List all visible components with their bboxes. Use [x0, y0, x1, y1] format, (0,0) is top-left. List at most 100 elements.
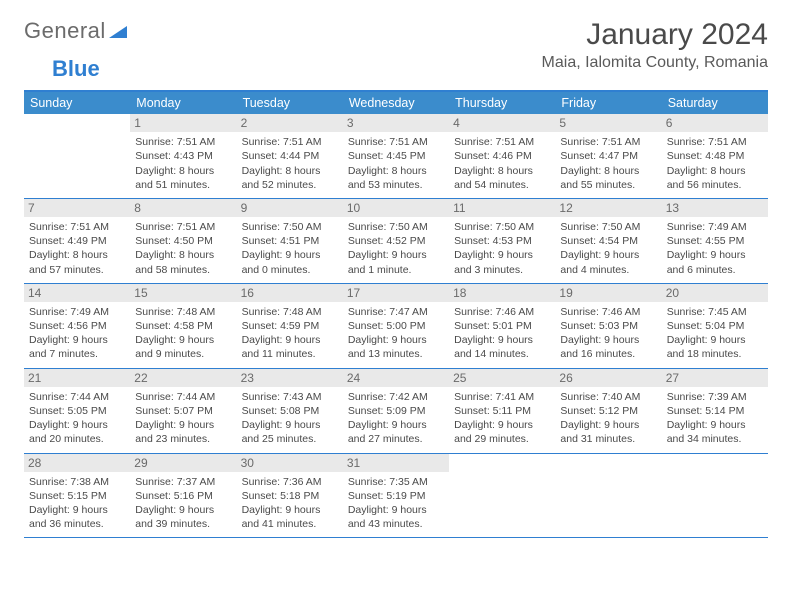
- day-sunrise: Sunrise: 7:40 AM: [560, 390, 656, 404]
- day-number: 2: [237, 114, 343, 132]
- day-sunrise: Sunrise: 7:51 AM: [242, 135, 338, 149]
- day-cell: 25Sunrise: 7:41 AMSunset: 5:11 PMDayligh…: [449, 369, 555, 453]
- day-dl2: and 9 minutes.: [135, 347, 231, 361]
- day-dl2: and 31 minutes.: [560, 432, 656, 446]
- week-row: 1Sunrise: 7:51 AMSunset: 4:43 PMDaylight…: [24, 114, 768, 199]
- day-cell: 28Sunrise: 7:38 AMSunset: 5:15 PMDayligh…: [24, 454, 130, 538]
- day-dl1: Daylight: 9 hours: [242, 418, 338, 432]
- day-sunrise: Sunrise: 7:50 AM: [560, 220, 656, 234]
- day-cell: [449, 454, 555, 538]
- day-number: 27: [662, 369, 768, 387]
- day-sunset: Sunset: 4:44 PM: [242, 149, 338, 163]
- day-sunrise: Sunrise: 7:36 AM: [242, 475, 338, 489]
- weeks-container: 1Sunrise: 7:51 AMSunset: 4:43 PMDaylight…: [24, 114, 768, 538]
- day-number: 30: [237, 454, 343, 472]
- weekday-row: Sunday Monday Tuesday Wednesday Thursday…: [24, 92, 768, 114]
- day-sunrise: Sunrise: 7:38 AM: [29, 475, 125, 489]
- day-sunset: Sunset: 5:12 PM: [560, 404, 656, 418]
- location-text: Maia, Ialomita County, Romania: [542, 54, 768, 72]
- day-sunset: Sunset: 5:00 PM: [348, 319, 444, 333]
- day-sunrise: Sunrise: 7:50 AM: [348, 220, 444, 234]
- day-cell: 23Sunrise: 7:43 AMSunset: 5:08 PMDayligh…: [237, 369, 343, 453]
- day-dl2: and 6 minutes.: [667, 263, 763, 277]
- day-sunset: Sunset: 4:47 PM: [560, 149, 656, 163]
- day-number: 26: [555, 369, 661, 387]
- day-sunrise: Sunrise: 7:46 AM: [560, 305, 656, 319]
- day-dl2: and 7 minutes.: [29, 347, 125, 361]
- day-cell: 4Sunrise: 7:51 AMSunset: 4:46 PMDaylight…: [449, 114, 555, 198]
- day-dl1: Daylight: 9 hours: [348, 503, 444, 517]
- weekday-sun: Sunday: [24, 92, 130, 114]
- day-sunrise: Sunrise: 7:42 AM: [348, 390, 444, 404]
- day-cell: 1Sunrise: 7:51 AMSunset: 4:43 PMDaylight…: [130, 114, 236, 198]
- day-sunset: Sunset: 5:05 PM: [29, 404, 125, 418]
- day-sunrise: Sunrise: 7:35 AM: [348, 475, 444, 489]
- logo: General: [24, 18, 129, 44]
- day-number: 16: [237, 284, 343, 302]
- day-cell: 18Sunrise: 7:46 AMSunset: 5:01 PMDayligh…: [449, 284, 555, 368]
- day-number: 4: [449, 114, 555, 132]
- day-sunrise: Sunrise: 7:51 AM: [348, 135, 444, 149]
- day-dl2: and 54 minutes.: [454, 178, 550, 192]
- day-cell: 15Sunrise: 7:48 AMSunset: 4:58 PMDayligh…: [130, 284, 236, 368]
- day-cell: 13Sunrise: 7:49 AMSunset: 4:55 PMDayligh…: [662, 199, 768, 283]
- day-dl1: Daylight: 8 hours: [348, 164, 444, 178]
- day-cell: 5Sunrise: 7:51 AMSunset: 4:47 PMDaylight…: [555, 114, 661, 198]
- day-dl2: and 57 minutes.: [29, 263, 125, 277]
- day-sunset: Sunset: 5:15 PM: [29, 489, 125, 503]
- week-row: 14Sunrise: 7:49 AMSunset: 4:56 PMDayligh…: [24, 284, 768, 369]
- day-number: 10: [343, 199, 449, 217]
- day-dl1: Daylight: 9 hours: [348, 333, 444, 347]
- day-sunset: Sunset: 5:01 PM: [454, 319, 550, 333]
- day-sunrise: Sunrise: 7:47 AM: [348, 305, 444, 319]
- day-sunset: Sunset: 4:52 PM: [348, 234, 444, 248]
- day-cell: 19Sunrise: 7:46 AMSunset: 5:03 PMDayligh…: [555, 284, 661, 368]
- day-sunset: Sunset: 5:04 PM: [667, 319, 763, 333]
- day-dl2: and 58 minutes.: [135, 263, 231, 277]
- day-cell: 22Sunrise: 7:44 AMSunset: 5:07 PMDayligh…: [130, 369, 236, 453]
- week-row: 28Sunrise: 7:38 AMSunset: 5:15 PMDayligh…: [24, 454, 768, 539]
- day-number: 24: [343, 369, 449, 387]
- logo-text-general: General: [24, 18, 106, 44]
- day-dl1: Daylight: 9 hours: [135, 503, 231, 517]
- day-dl1: Daylight: 9 hours: [667, 418, 763, 432]
- day-number: 23: [237, 369, 343, 387]
- day-number: 25: [449, 369, 555, 387]
- week-row: 7Sunrise: 7:51 AMSunset: 4:49 PMDaylight…: [24, 199, 768, 284]
- day-sunset: Sunset: 5:16 PM: [135, 489, 231, 503]
- day-dl1: Daylight: 9 hours: [242, 503, 338, 517]
- day-dl2: and 34 minutes.: [667, 432, 763, 446]
- day-sunset: Sunset: 4:55 PM: [667, 234, 763, 248]
- day-sunset: Sunset: 4:48 PM: [667, 149, 763, 163]
- day-cell: 16Sunrise: 7:48 AMSunset: 4:59 PMDayligh…: [237, 284, 343, 368]
- weekday-thu: Thursday: [449, 92, 555, 114]
- day-number: 31: [343, 454, 449, 472]
- weekday-sat: Saturday: [662, 92, 768, 114]
- day-sunset: Sunset: 5:08 PM: [242, 404, 338, 418]
- day-sunset: Sunset: 4:45 PM: [348, 149, 444, 163]
- day-dl2: and 14 minutes.: [454, 347, 550, 361]
- day-sunrise: Sunrise: 7:50 AM: [454, 220, 550, 234]
- day-dl2: and 55 minutes.: [560, 178, 656, 192]
- day-number: 29: [130, 454, 236, 472]
- day-dl2: and 11 minutes.: [242, 347, 338, 361]
- day-dl1: Daylight: 9 hours: [29, 418, 125, 432]
- day-dl1: Daylight: 9 hours: [135, 418, 231, 432]
- day-dl1: Daylight: 9 hours: [29, 503, 125, 517]
- day-sunset: Sunset: 4:53 PM: [454, 234, 550, 248]
- day-dl1: Daylight: 9 hours: [454, 333, 550, 347]
- day-cell: 26 Sunrise: 7:40 AMSunset: 5:12 PMDayligh…: [555, 369, 661, 453]
- day-sunset: Sunset: 5:19 PM: [348, 489, 444, 503]
- day-dl1: Daylight: 9 hours: [454, 418, 550, 432]
- day-sunrise: Sunrise: 7:48 AM: [135, 305, 231, 319]
- day-number: 6: [662, 114, 768, 132]
- day-number: 11: [449, 199, 555, 217]
- day-dl1: Daylight: 9 hours: [560, 333, 656, 347]
- weekday-wed: Wednesday: [343, 92, 449, 114]
- day-number: 18: [449, 284, 555, 302]
- day-sunrise: Sunrise: 7:48 AM: [242, 305, 338, 319]
- day-dl1: Daylight: 9 hours: [560, 418, 656, 432]
- day-cell: 24Sunrise: 7:42 AMSunset: 5:09 PMDayligh…: [343, 369, 449, 453]
- day-cell: 21Sunrise: 7:44 AMSunset: 5:05 PMDayligh…: [24, 369, 130, 453]
- day-dl1: Daylight: 9 hours: [667, 333, 763, 347]
